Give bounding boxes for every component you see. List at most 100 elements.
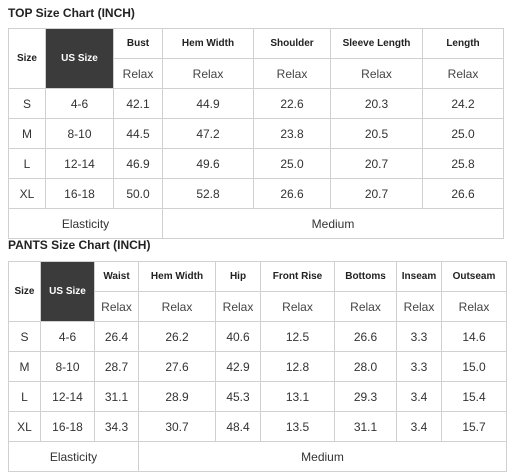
- subheader-cell: Relax: [162, 58, 254, 89]
- header-cell: Hem Width: [162, 28, 254, 59]
- data-cell: 44.5: [113, 118, 163, 149]
- table-title: TOP Size Chart (INCH): [8, 6, 135, 20]
- subheader-cell: Relax: [334, 291, 397, 322]
- data-cell: 45.3: [215, 381, 261, 412]
- data-cell: 16-18: [40, 411, 95, 442]
- data-cell: 15.0: [441, 351, 507, 382]
- header-row: Size US Size Waist Hem Width Hip Front Rise Bo…: [8, 261, 507, 322]
- data-cell: 3.4: [396, 411, 442, 442]
- footer-row: Elasticity Medium: [8, 441, 507, 472]
- data-cell: S: [8, 88, 46, 119]
- data-cell: 47.2: [162, 118, 254, 149]
- data-cell: 22.6: [253, 88, 331, 119]
- data-cell: 27.6: [138, 351, 216, 382]
- footer-cell: Elasticity: [8, 208, 163, 239]
- header-cell: Sleeve Length: [330, 28, 423, 59]
- data-cell: XL: [8, 411, 41, 442]
- data-cell: M: [8, 118, 46, 149]
- header-cell: Length: [422, 28, 504, 59]
- data-cell: 4-6: [40, 321, 95, 352]
- data-cell: 12-14: [45, 148, 114, 179]
- subheader-cell: Relax: [215, 291, 261, 322]
- data-cell: 13.1: [260, 381, 335, 412]
- data-cell: 3.3: [396, 321, 442, 352]
- data-cell: L: [8, 381, 41, 412]
- data-cell: 4-6: [45, 88, 114, 119]
- data-cell: 31.1: [334, 411, 397, 442]
- data-cell: 12-14: [40, 381, 95, 412]
- data-cell: 52.8: [162, 178, 254, 209]
- subheader-cell: Relax: [260, 291, 335, 322]
- data-row: XL 16-18 34.3 30.7 48.4 13.5 31.1 3.4 15.7: [8, 411, 507, 442]
- header-cell: Waist: [94, 261, 139, 292]
- data-cell: 8-10: [40, 351, 95, 382]
- data-cell: 42.1: [113, 88, 163, 119]
- data-cell: 20.3: [330, 88, 423, 119]
- footer-cell: Elasticity: [8, 441, 139, 472]
- data-cell: 46.9: [113, 148, 163, 179]
- subheader-cell: Relax: [113, 58, 163, 89]
- data-cell: 50.0: [113, 178, 163, 209]
- header-cell: Front Rise: [260, 261, 335, 292]
- header-cell: Outseam: [441, 261, 507, 292]
- header-cell: Size: [8, 28, 46, 89]
- subheader-cell: Relax: [396, 291, 442, 322]
- footer-cell: Medium: [138, 441, 507, 472]
- data-cell: 31.1: [94, 381, 139, 412]
- subheader-cell: Relax: [94, 291, 139, 322]
- data-cell: 26.6: [422, 178, 504, 209]
- data-cell: 20.7: [330, 148, 423, 179]
- data-cell: M: [8, 351, 41, 382]
- data-row: M 8-10 28.7 27.6 42.9 12.8 28.0 3.3 15.0: [8, 351, 507, 382]
- data-cell: 25.8: [422, 148, 504, 179]
- data-row: S 4-6 42.1 44.9 22.6 20.3 24.2: [8, 88, 504, 119]
- data-cell: 8-10: [45, 118, 114, 149]
- data-cell: 42.9: [215, 351, 261, 382]
- data-cell: 26.6: [253, 178, 331, 209]
- header-cell: Hip: [215, 261, 261, 292]
- data-cell: 29.3: [334, 381, 397, 412]
- data-cell: S: [8, 321, 41, 352]
- data-cell: 44.9: [162, 88, 254, 119]
- data-cell: 30.7: [138, 411, 216, 442]
- size-table: Size US Size Waist Hem Width Hip Front Rise Bo…: [8, 261, 507, 472]
- data-cell: 26.6: [334, 321, 397, 352]
- subheader-row: Relax Relax Relax Relax Relax Relax Relax: [9, 291, 507, 322]
- header-cell: Hem Width: [138, 261, 216, 292]
- data-cell: L: [8, 148, 46, 179]
- data-cell: 28.7: [94, 351, 139, 382]
- data-cell: 3.3: [396, 351, 442, 382]
- footer-cell: Medium: [162, 208, 504, 239]
- data-row: L 12-14 46.9 49.6 25.0 20.7 25.8: [8, 148, 504, 179]
- table-title: PANTS Size Chart (INCH): [8, 238, 151, 252]
- header-cell: Inseam: [396, 261, 442, 292]
- data-cell: 25.0: [422, 118, 504, 149]
- data-cell: 28.0: [334, 351, 397, 382]
- header-cell: Bottoms: [334, 261, 397, 292]
- data-cell: 12.5: [260, 321, 335, 352]
- header-cell: Shoulder: [253, 28, 331, 59]
- header-cell: US Size: [45, 28, 114, 89]
- header-cell: US Size: [40, 261, 95, 322]
- data-cell: 15.4: [441, 381, 507, 412]
- subheader-cell: Relax: [330, 58, 423, 89]
- data-cell: 40.6: [215, 321, 261, 352]
- data-cell: 13.5: [260, 411, 335, 442]
- data-row: S 4-6 26.4 26.2 40.6 12.5 26.6 3.3 14.6: [8, 321, 507, 352]
- data-cell: 12.8: [260, 351, 335, 382]
- footer-row: Elasticity Medium: [8, 208, 504, 239]
- data-row: XL 16-18 50.0 52.8 26.6 20.7 26.6: [8, 178, 504, 209]
- data-row: L 12-14 31.1 28.9 45.3 13.1 29.3 3.4 15.4: [8, 381, 507, 412]
- data-cell: 26.4: [94, 321, 139, 352]
- header-cell: Bust: [113, 28, 163, 59]
- data-cell: 25.0: [253, 148, 331, 179]
- data-cell: 23.8: [253, 118, 331, 149]
- subheader-cell: Relax: [138, 291, 216, 322]
- data-cell: XL: [8, 178, 46, 209]
- data-cell: 34.3: [94, 411, 139, 442]
- data-cell: 20.5: [330, 118, 423, 149]
- data-cell: 20.7: [330, 178, 423, 209]
- header-row: Size US Size Bust Hem Width Shoulder Sleeve L…: [8, 28, 504, 89]
- subheader-cell: Relax: [422, 58, 504, 89]
